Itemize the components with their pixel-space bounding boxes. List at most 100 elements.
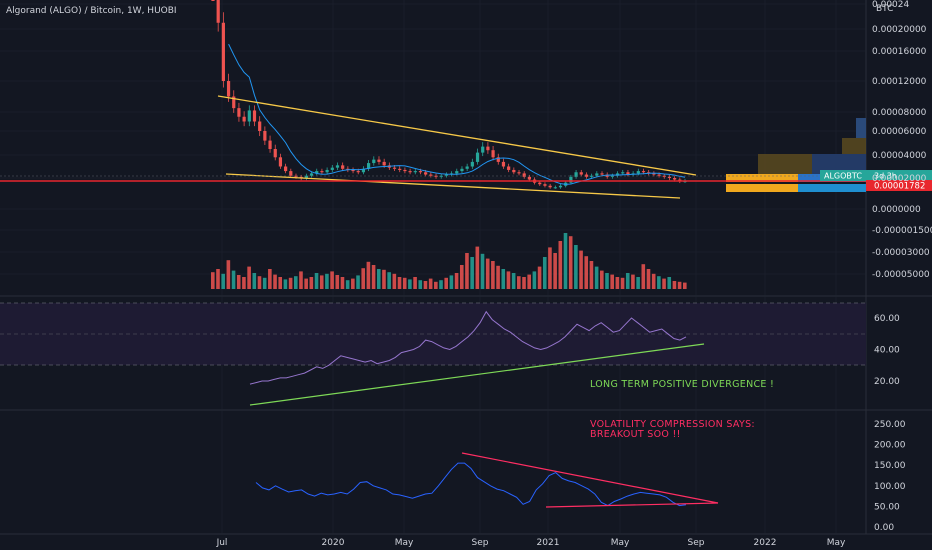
last-price-tag-bg xyxy=(866,180,932,191)
candle-body xyxy=(455,171,459,174)
lower-trendline[interactable] xyxy=(225,173,681,199)
volume-bar xyxy=(605,273,609,289)
time-axis-label: 2020 xyxy=(322,538,345,548)
candle-body xyxy=(652,173,656,175)
volume-bar xyxy=(641,264,646,289)
volume-bar xyxy=(392,273,397,289)
volume-bar xyxy=(672,281,677,289)
volume-bar xyxy=(216,269,220,289)
volatility-line xyxy=(255,462,687,507)
volume-bar xyxy=(522,277,526,289)
upper-trendline[interactable] xyxy=(217,95,697,176)
moving-average-line xyxy=(228,43,686,185)
time-axis[interactable]: Jul 2020 May Sep 2021 May Sep 2022 May xyxy=(216,538,846,548)
price-axis-label: 0.00020000 xyxy=(872,25,927,35)
candle-body xyxy=(657,174,661,176)
countdown-tag-bg xyxy=(866,170,932,181)
volume-bar xyxy=(558,241,563,289)
candle-body xyxy=(548,185,552,188)
candle-body xyxy=(367,163,371,169)
volume-bar xyxy=(636,277,640,289)
rsi-axis-label: 60.00 xyxy=(874,314,900,324)
candle-body xyxy=(232,96,236,109)
candle-body xyxy=(356,171,360,173)
volume-bar xyxy=(677,281,682,289)
volume-bar xyxy=(366,261,371,289)
rsi-axis[interactable]: 60.00 40.00 20.00 xyxy=(874,314,900,387)
time-axis-label: Jul xyxy=(216,538,228,548)
wedge-upper-line[interactable] xyxy=(461,452,719,504)
rsi-divergence-trendline[interactable] xyxy=(249,343,705,406)
wedge-lower-line[interactable] xyxy=(545,502,719,508)
candle-body xyxy=(418,171,423,173)
candle-body xyxy=(294,175,298,177)
candle-body xyxy=(237,108,241,117)
candle-body xyxy=(486,146,490,151)
candle-body xyxy=(403,169,407,172)
volume-bar xyxy=(651,273,656,289)
candle-body xyxy=(558,185,563,188)
candle-body xyxy=(470,161,474,167)
volume-bar xyxy=(309,277,314,289)
candle-body xyxy=(475,152,480,162)
candle-body xyxy=(382,161,386,166)
volume-bar xyxy=(454,273,459,289)
price-axis-label: 0.00002000 xyxy=(872,174,927,184)
volume-bar xyxy=(319,275,324,289)
volume-bar xyxy=(439,280,443,289)
volume-bar xyxy=(625,273,630,289)
volume-bar xyxy=(335,275,340,289)
volatility-annotation-line2: BREAKOUT SOO !! xyxy=(590,429,681,440)
volume-bar xyxy=(496,265,500,289)
candle-body xyxy=(641,171,646,173)
volume-bar xyxy=(293,276,298,289)
volume-bar xyxy=(262,277,267,289)
candle-body xyxy=(615,173,620,176)
volume-bar xyxy=(449,275,454,289)
symbol-tag-bg xyxy=(820,170,866,181)
volatility-axis-label: 50.00 xyxy=(874,502,900,512)
volatility-axis[interactable]: 250.00 200.00 150.00 100.00 50.00 0.00 xyxy=(874,420,906,533)
candle-body xyxy=(667,176,672,178)
profile-bar-top-blue xyxy=(856,118,866,138)
price-axis-label: -0.00003000 xyxy=(872,248,930,258)
volume-bar xyxy=(273,274,277,289)
candle-body xyxy=(465,166,469,169)
volume-bar xyxy=(657,276,661,289)
time-axis-label: May xyxy=(395,538,414,548)
time-axis-label: May xyxy=(827,538,846,548)
volume-bar xyxy=(252,273,257,289)
volume-bar xyxy=(553,253,557,289)
profile-bar-mid xyxy=(726,174,866,182)
candle-body xyxy=(590,175,594,177)
volume-bar xyxy=(491,261,495,289)
volatility-axis-label: 150.00 xyxy=(874,461,906,471)
volume-bar xyxy=(444,277,449,289)
price-grid xyxy=(0,0,866,534)
volume-bar xyxy=(247,266,251,289)
rsi-axis-label: 20.00 xyxy=(874,377,900,387)
time-axis-label: 2021 xyxy=(537,538,560,548)
candle-body xyxy=(491,150,495,158)
candle-body xyxy=(273,149,277,158)
volume-bar xyxy=(662,278,666,289)
price-axis-label: 0.00004000 xyxy=(872,151,927,161)
countdown-tag: 3d 3h xyxy=(874,172,897,181)
price-axis[interactable]: 0.00024 0.00020000 0.00016000 0.00012000 0.0… xyxy=(872,0,932,280)
candle-body xyxy=(268,140,272,149)
candle-body xyxy=(600,173,604,175)
volume-bar xyxy=(480,253,485,289)
candle-body xyxy=(512,169,516,173)
price-axis-label: -0.00005000 xyxy=(872,270,930,280)
volume-bar xyxy=(340,277,345,289)
volume-bar xyxy=(470,257,474,289)
candle-body xyxy=(413,171,417,173)
volume-bar xyxy=(397,277,402,289)
candle-body xyxy=(579,172,583,175)
candle-body xyxy=(507,166,511,170)
price-axis-label: 0.0000000 xyxy=(872,205,921,215)
volume-bar xyxy=(351,278,355,289)
volume-bar xyxy=(620,277,625,289)
volume-bar xyxy=(304,278,308,289)
